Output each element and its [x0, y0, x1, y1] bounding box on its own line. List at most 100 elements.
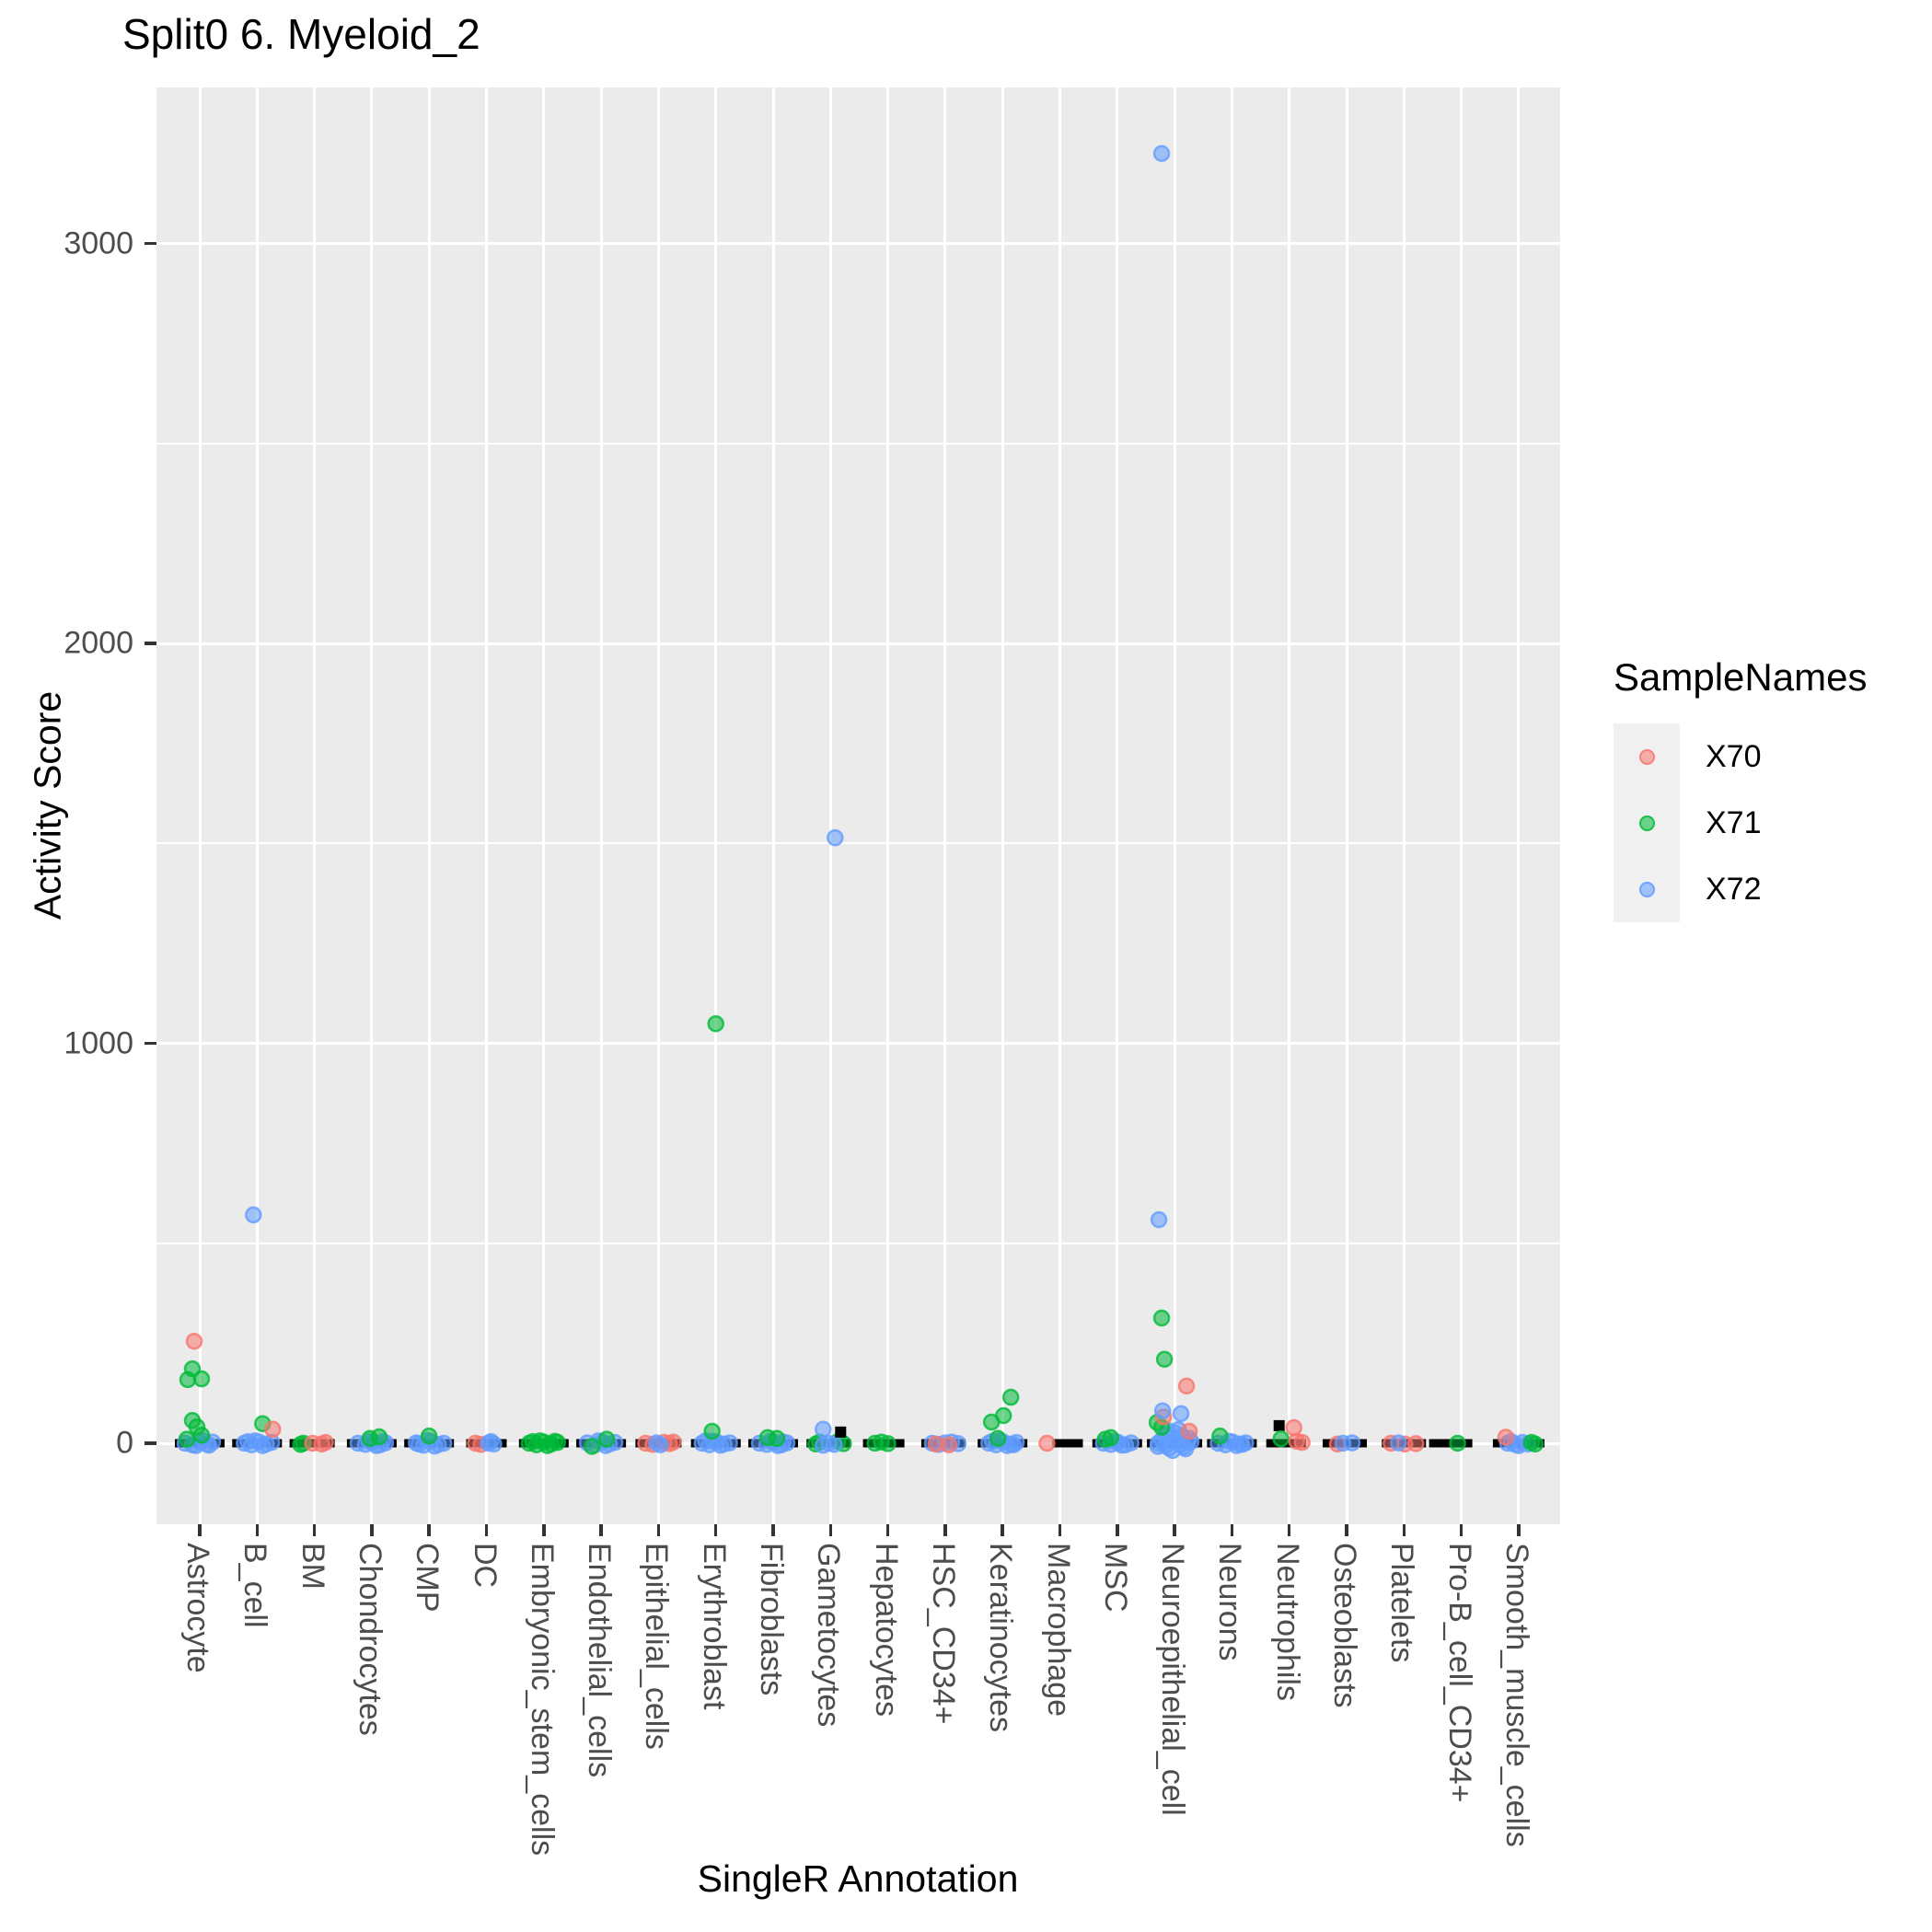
boxplot-bar — [1052, 1439, 1083, 1448]
x-tick-label: Embryonic_stem_cells — [524, 1543, 560, 1857]
data-point — [178, 1430, 196, 1448]
data-point — [1177, 1377, 1196, 1395]
data-point — [183, 1359, 202, 1378]
data-point — [1004, 1436, 1023, 1453]
data-point — [1152, 1309, 1171, 1327]
gridline-category — [943, 87, 947, 1524]
x-tick — [771, 1524, 775, 1536]
data-point — [1102, 1429, 1120, 1447]
data-point — [1155, 1350, 1174, 1369]
x-tick-label: Hepatocytes — [868, 1543, 904, 1717]
data-point — [873, 1433, 890, 1451]
x-tick — [828, 1524, 833, 1536]
gridline-category — [313, 87, 317, 1524]
data-point — [989, 1429, 1007, 1448]
data-point — [768, 1429, 786, 1448]
gridline-category — [1173, 87, 1176, 1524]
x-tick-label: MSC — [1097, 1543, 1133, 1613]
data-point — [815, 1420, 832, 1439]
legend-item-label: X72 — [1706, 871, 1762, 907]
data-point — [546, 1432, 564, 1451]
x-tick — [713, 1524, 718, 1536]
x-tick-label: Platelets — [1384, 1543, 1420, 1663]
x-tick-label: Neurons — [1212, 1543, 1248, 1661]
legend-item-label: X70 — [1706, 738, 1762, 774]
x-tick — [1058, 1524, 1062, 1536]
legend-items: X70 X71 X72 — [1614, 723, 1867, 922]
x-tick — [198, 1524, 202, 1536]
x-tick — [542, 1524, 546, 1536]
data-point — [1285, 1418, 1302, 1437]
y-tick — [145, 241, 156, 246]
y-tick — [145, 642, 156, 645]
data-point — [1172, 1405, 1190, 1423]
data-point — [245, 1206, 262, 1224]
legend-item: X72 — [1614, 856, 1867, 922]
x-tick-label: Keratinocytes — [983, 1543, 1019, 1732]
data-point — [254, 1437, 272, 1454]
x-tick-label: Smooth_muscle_cells — [1498, 1543, 1534, 1847]
y-tick — [145, 1441, 156, 1445]
x-tick-label: Erythroblast — [696, 1543, 732, 1710]
x-axis-title: SingleR Annotation — [697, 1857, 1019, 1900]
x-tick — [1517, 1524, 1521, 1536]
data-point — [815, 1436, 832, 1454]
x-tick-label: Gametocytes — [811, 1543, 847, 1728]
y-tick-label: 1000 — [64, 1025, 133, 1060]
legend-dot-icon — [1638, 748, 1655, 765]
gridline-minor — [156, 1242, 1560, 1244]
x-tick — [1173, 1524, 1176, 1536]
data-point — [583, 1438, 601, 1455]
legend-item: X70 — [1614, 723, 1867, 790]
legend-key — [1614, 723, 1680, 790]
data-point — [1343, 1434, 1361, 1452]
gridline-category — [255, 87, 259, 1524]
data-point — [185, 1332, 203, 1350]
x-tick-label: CMP — [410, 1543, 445, 1613]
gridline-category — [1288, 87, 1291, 1524]
x-tick — [1345, 1524, 1348, 1536]
data-point — [1449, 1434, 1466, 1452]
data-point — [1497, 1429, 1515, 1446]
x-tick-label: B_cell — [237, 1543, 273, 1628]
legend-dot-icon — [1638, 815, 1655, 831]
data-point — [1038, 1434, 1056, 1452]
y-tick-label: 2000 — [64, 625, 133, 661]
data-point — [361, 1429, 379, 1448]
legend-item: X71 — [1614, 790, 1867, 856]
data-point — [264, 1420, 282, 1439]
data-point — [1407, 1435, 1425, 1452]
x-tick — [1001, 1524, 1004, 1536]
x-tick — [427, 1524, 431, 1536]
x-tick-label: Endothelial_cells — [582, 1543, 618, 1778]
x-tick — [656, 1524, 661, 1536]
x-tick-label: Astrocyte — [180, 1543, 215, 1673]
gridline-category — [1059, 87, 1061, 1524]
x-tick-label: DC — [467, 1543, 503, 1589]
data-point — [1001, 1388, 1020, 1406]
x-tick-label: Neuroepithelial_cell — [1155, 1543, 1191, 1816]
x-tick-label: HSC_CD34+ — [925, 1543, 961, 1725]
data-point — [1233, 1436, 1251, 1453]
data-point — [1293, 1433, 1311, 1452]
x-tick — [1287, 1524, 1291, 1536]
gridline-category — [656, 87, 660, 1524]
plot-panel — [156, 87, 1560, 1524]
data-point — [652, 1436, 669, 1453]
data-point — [703, 1422, 721, 1440]
legend-key — [1614, 856, 1680, 922]
gridline-category — [886, 87, 890, 1524]
y-tick — [145, 1041, 156, 1046]
data-points-layer — [175, 145, 1544, 1460]
data-point — [1180, 1422, 1198, 1440]
x-tick — [484, 1524, 489, 1536]
data-point — [317, 1433, 334, 1452]
x-tick-label: BM — [295, 1543, 330, 1590]
gridline-major — [156, 1441, 1560, 1445]
gridline-minor — [156, 442, 1560, 445]
legend-item-label: X71 — [1706, 804, 1762, 840]
outlier-point — [835, 1426, 847, 1438]
gridline-major — [156, 1042, 1560, 1045]
x-tick-label: Neutrophils — [1269, 1543, 1305, 1701]
